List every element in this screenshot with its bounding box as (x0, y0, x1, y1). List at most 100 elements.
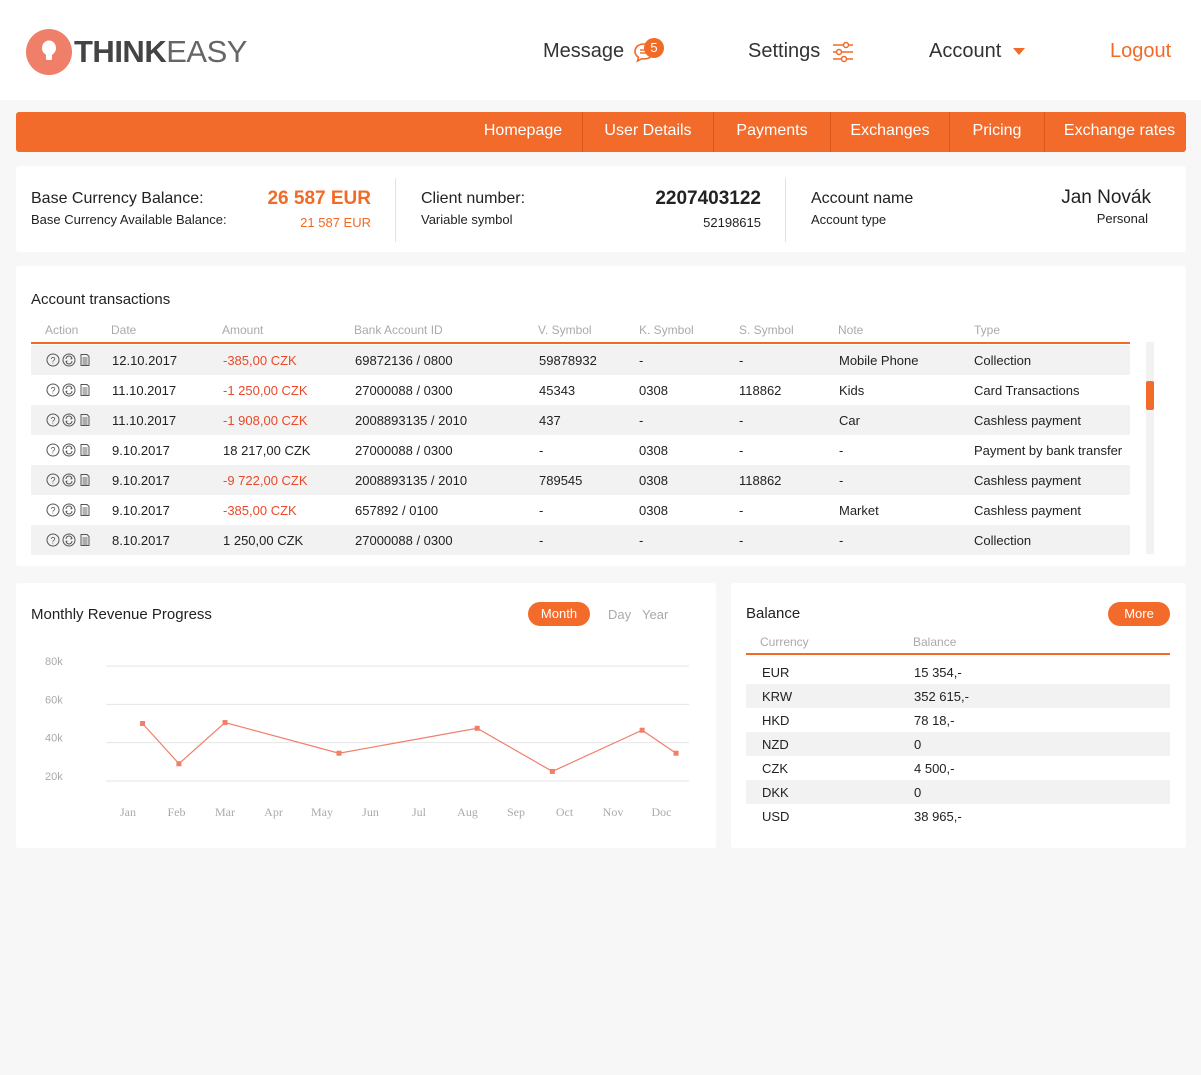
menu-exchange-rates[interactable]: Exchange rates (1063, 122, 1176, 139)
column-header-date[interactable]: Date (111, 323, 137, 337)
settings-link[interactable]: Settings (748, 40, 854, 63)
x-tick-label: Jan (120, 805, 136, 819)
document-icon[interactable] (78, 443, 92, 457)
balance-row: HKD 78 18,- (746, 708, 1170, 732)
column-header-bank-account[interactable]: Bank Account ID (354, 323, 443, 337)
row-bank-account: 27000088 / 0300 (355, 383, 453, 398)
balance-amount: 0 (914, 785, 922, 800)
balance-currency: EUR (762, 665, 790, 680)
column-header-v-symbol[interactable]: V. Symbol (538, 323, 592, 337)
column-header-action: Action (45, 323, 79, 337)
balance-title: Balance (746, 605, 801, 622)
document-icon[interactable] (78, 503, 92, 517)
balance-amount: 15 354,- (914, 665, 962, 680)
menu-divider (582, 112, 583, 152)
repeat-icon[interactable] (62, 503, 76, 517)
row-note: - (839, 533, 844, 548)
more-button[interactable]: More (1108, 602, 1170, 626)
repeat-icon[interactable] (62, 473, 76, 487)
menu-pricing[interactable]: Pricing (972, 122, 1022, 139)
row-k-symbol: 0308 (639, 443, 668, 458)
revenue-data-point[interactable] (336, 750, 342, 756)
document-icon[interactable] (78, 533, 92, 547)
table-row[interactable]: ? 9.10.2017 -385,00 CZK 657892 / 0100 - 0308 -… (31, 495, 1130, 525)
table-row[interactable]: ? 11.10.2017 -1 908,00 CZK 2008893135 / 201… (31, 405, 1130, 435)
repeat-icon[interactable] (62, 533, 76, 547)
revenue-data-point[interactable] (222, 720, 228, 726)
revenue-data-point[interactable] (176, 761, 182, 767)
variable-symbol-label: Variable symbol (421, 212, 513, 227)
revenue-data-point[interactable] (673, 750, 679, 756)
repeat-icon[interactable] (62, 353, 76, 367)
column-header-k-symbol[interactable]: K. Symbol (639, 323, 694, 337)
repeat-icon[interactable] (62, 413, 76, 427)
row-type: Cashless payment (974, 503, 1081, 518)
summary-divider (785, 178, 786, 242)
tab-month[interactable]: Month (528, 602, 590, 626)
revenue-data-point[interactable] (474, 725, 480, 731)
table-header-rule (31, 342, 1130, 344)
table-row[interactable]: ? 11.10.2017 -1 250,00 CZK 27000088 / 0300 4… (31, 375, 1130, 405)
revenue-data-point[interactable] (639, 727, 645, 733)
balance-currency: HKD (762, 713, 790, 728)
row-actions: ? (46, 503, 92, 517)
menu-payments[interactable]: Payments (736, 122, 808, 139)
help-icon[interactable]: ? (46, 383, 60, 397)
table-scrollbar[interactable] (1146, 342, 1154, 554)
table-row[interactable]: ? 8.10.2017 1 250,00 CZK 27000088 / 0300 - - -… (31, 525, 1130, 555)
row-amount: -385,00 CZK (223, 353, 297, 368)
row-note: - (839, 473, 844, 488)
document-icon[interactable] (78, 413, 92, 427)
svg-text:?: ? (50, 476, 55, 486)
row-k-symbol: 0308 (639, 503, 668, 518)
column-header-s-symbol[interactable]: S. Symbol (739, 323, 794, 337)
logout-link[interactable]: Logout (1110, 40, 1171, 63)
help-icon[interactable]: ? (46, 353, 60, 367)
menu-exchanges[interactable]: Exchanges (850, 122, 930, 139)
repeat-icon[interactable] (62, 383, 76, 397)
column-header-type[interactable]: Type (974, 323, 1001, 337)
document-icon[interactable] (78, 383, 92, 397)
table-row[interactable]: ? 9.10.2017 18 217,00 CZK 27000088 / 0300 - 0… (31, 435, 1130, 465)
revenue-card (16, 583, 716, 848)
help-icon[interactable]: ? (46, 443, 60, 457)
summary-divider (395, 178, 396, 242)
row-note: Market (839, 503, 879, 518)
document-icon[interactable] (78, 353, 92, 367)
help-icon[interactable]: ? (46, 503, 60, 517)
row-k-symbol: - (639, 353, 644, 368)
transactions-title: Account transactions (31, 291, 171, 308)
x-tick-label: Oct (556, 805, 574, 819)
settings-label: Settings (748, 40, 821, 62)
account-dropdown[interactable]: Account (929, 40, 1026, 63)
message-link[interactable]: Message (543, 40, 655, 63)
document-icon[interactable] (78, 473, 92, 487)
help-icon[interactable]: ? (46, 413, 60, 427)
help-icon[interactable]: ? (46, 473, 60, 487)
column-header-note[interactable]: Note (838, 323, 864, 337)
row-bank-account: 2008893135 / 2010 (355, 413, 468, 428)
tab-day[interactable]: Day (608, 607, 632, 622)
table-row[interactable]: ? 9.10.2017 -9 722,00 CZK 2008893135 / 2010… (31, 465, 1130, 495)
column-header-amount[interactable]: Amount (222, 323, 264, 337)
logo[interactable]: THINKEASY (26, 29, 247, 75)
balance-currency: CZK (762, 761, 788, 776)
tab-year[interactable]: Year (642, 607, 669, 622)
row-date: 12.10.2017 (112, 353, 178, 368)
table-row[interactable]: ? 12.10.2017 -385,00 CZK 69872136 / 0800 598… (31, 345, 1130, 375)
available-balance-label: Base Currency Available Balance: (31, 212, 227, 227)
revenue-data-point[interactable] (549, 768, 555, 774)
menu-homepage[interactable]: Homepage (483, 122, 563, 139)
y-tick-label: 60k (45, 694, 63, 706)
table-scrollbar-thumb[interactable] (1146, 381, 1154, 410)
revenue-data-point[interactable] (140, 721, 146, 726)
balance-column-currency: Currency (760, 635, 809, 649)
help-icon[interactable]: ? (46, 533, 60, 547)
svg-text:?: ? (50, 536, 55, 546)
menu-user-details[interactable]: User Details (604, 122, 692, 139)
balance-amount: 4 500,- (914, 761, 955, 776)
balance-row: CZK 4 500,- (746, 756, 1170, 780)
row-bank-account: 27000088 / 0300 (355, 443, 453, 458)
logout-label: Logout (1110, 40, 1172, 62)
repeat-icon[interactable] (62, 443, 76, 457)
